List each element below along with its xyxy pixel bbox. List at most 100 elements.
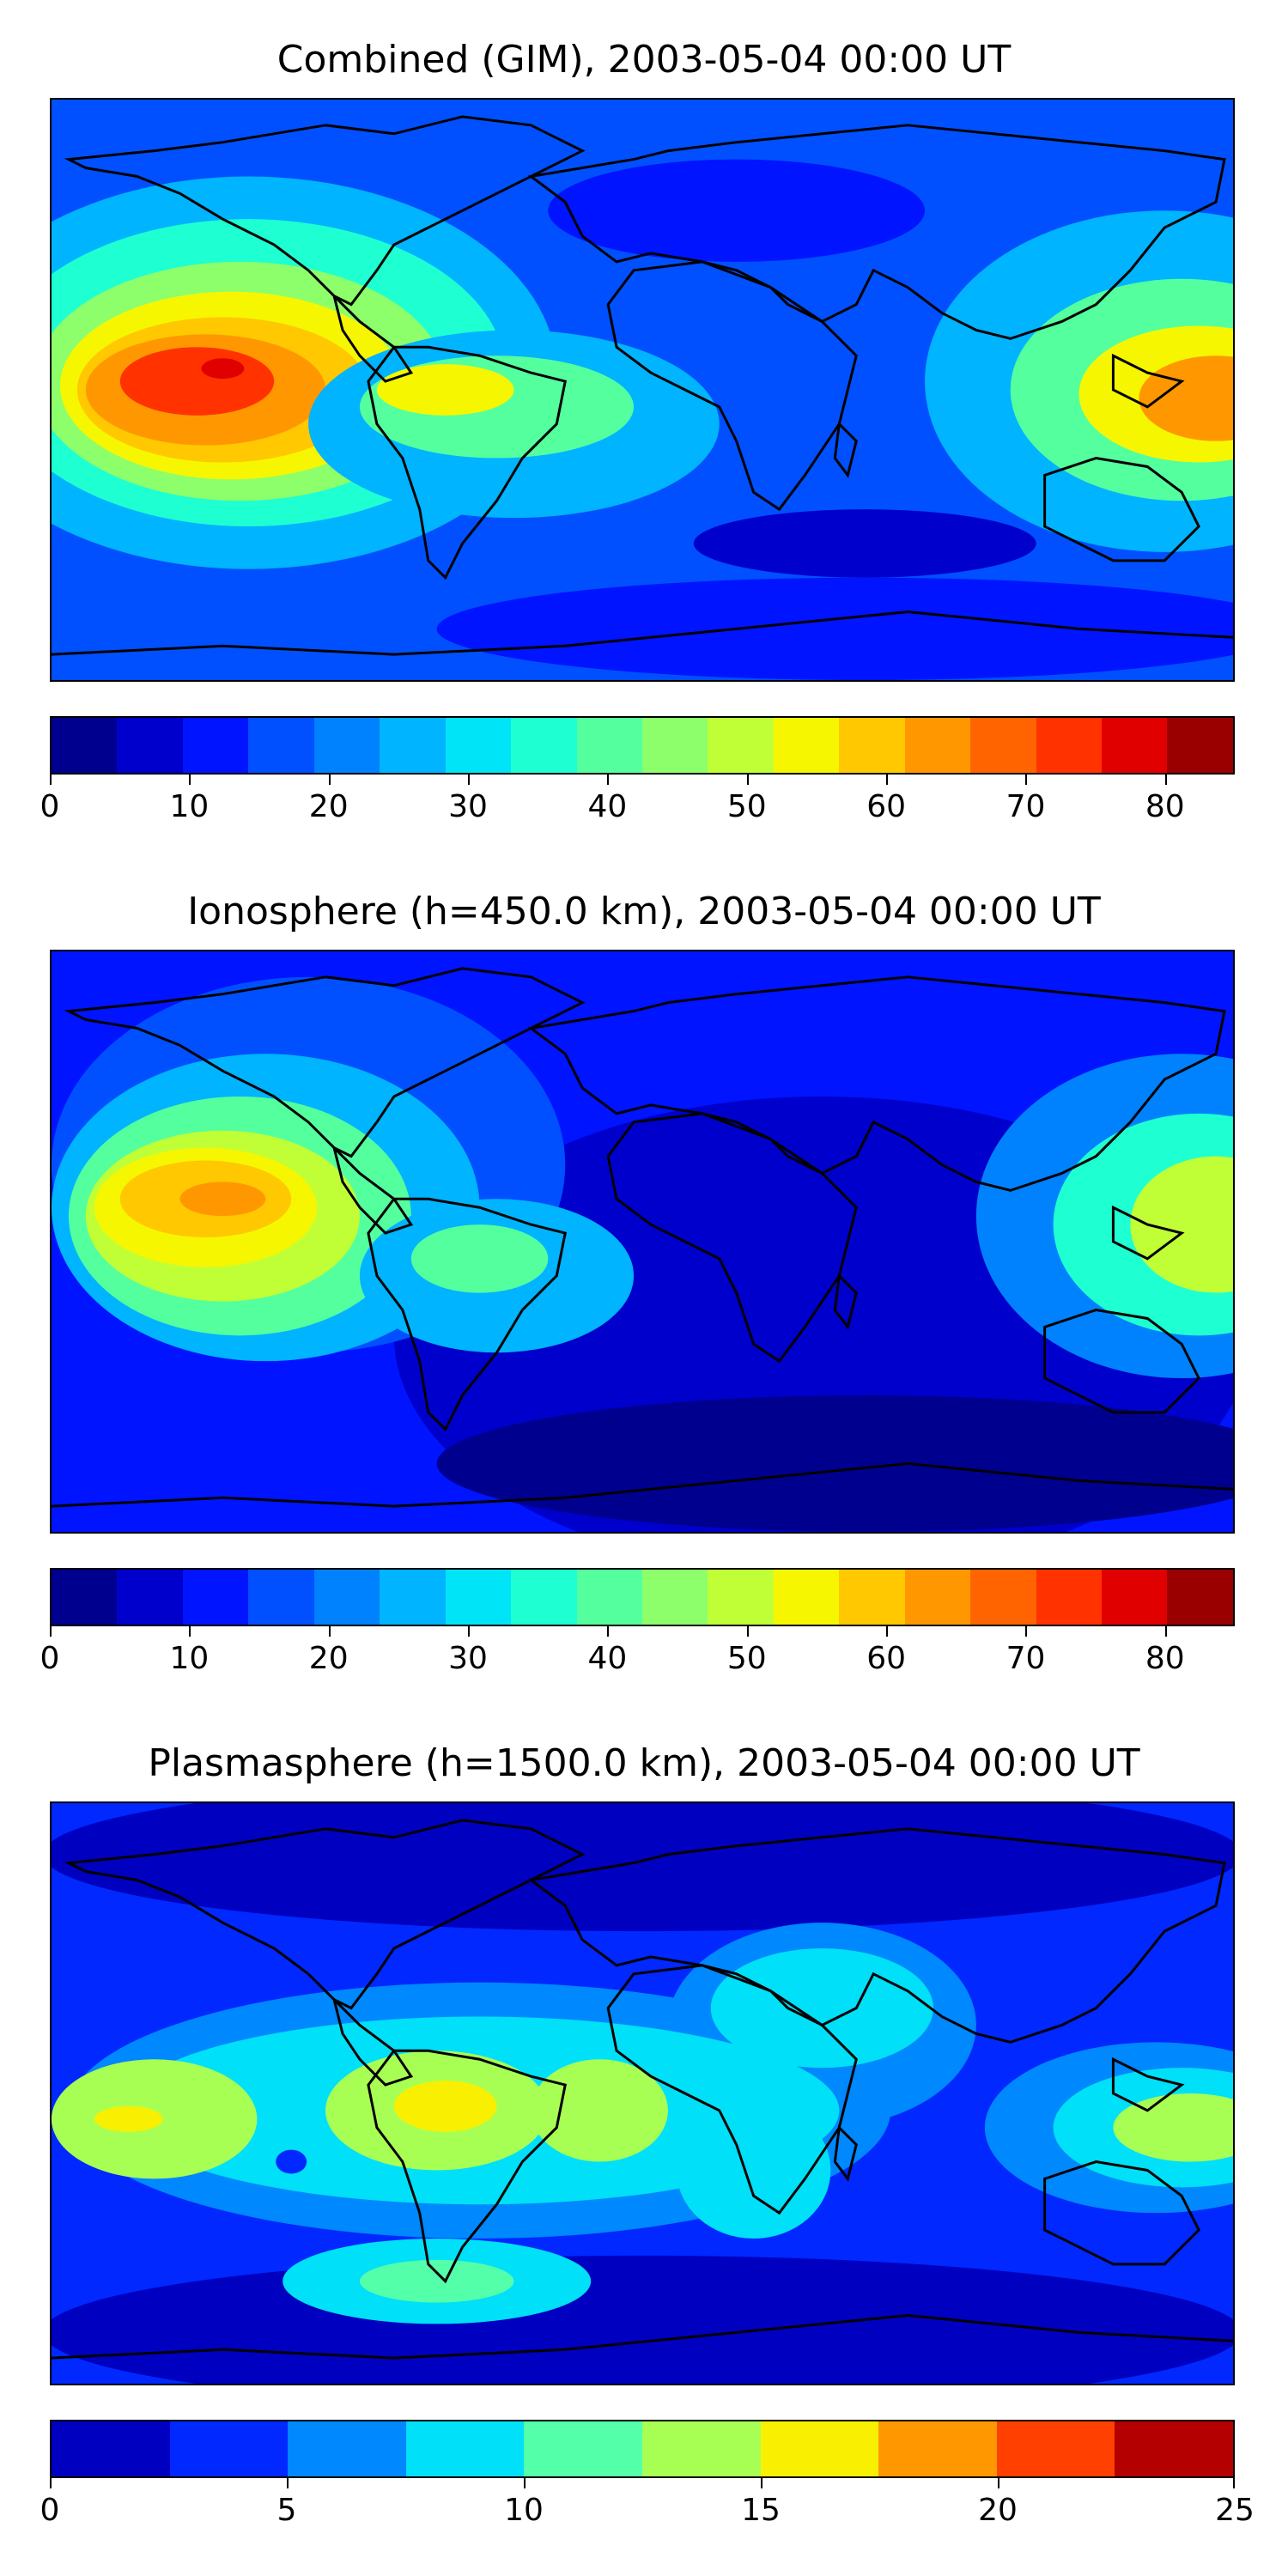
colorbar-tick [1164, 1626, 1167, 1637]
colorbar-segment [641, 718, 708, 773]
tec-contour [436, 577, 1233, 680]
colorbar-tick-label: 60 [866, 1641, 907, 1676]
tec-contour [276, 2149, 307, 2174]
colorbar-tick [524, 2478, 526, 2488]
colorbar-segment [380, 1570, 446, 1625]
tec-contour [179, 1182, 266, 1217]
colorbar-tick-label: 30 [448, 1641, 488, 1676]
colorbar-tick [998, 2478, 999, 2488]
colorbar-tick [1025, 1626, 1028, 1637]
colorbar-tick-label: 0 [39, 1641, 60, 1676]
panel-2-map [50, 950, 1235, 1534]
tec-contour [710, 1948, 934, 2069]
colorbar-segment [313, 1570, 380, 1625]
tec-contour [119, 347, 275, 416]
colorbar-segment [1036, 1570, 1102, 1625]
colorbar-segment [380, 718, 446, 773]
colorbar-segment [576, 718, 642, 773]
colorbar-segment [878, 2421, 997, 2476]
colorbar-tick [50, 2478, 52, 2488]
colorbar-segment [511, 718, 577, 773]
colorbar-tick [328, 775, 331, 785]
colorbar-tick [50, 775, 52, 785]
colorbar-segment [1167, 1570, 1233, 1625]
colorbar-segment [641, 1570, 708, 1625]
colorbar-tick-label: 50 [726, 1641, 767, 1676]
colorbar-tick-label: 10 [169, 1641, 210, 1676]
colorbar-segment [405, 2421, 525, 2476]
colorbar-tick-label: 40 [587, 1641, 628, 1676]
colorbar-tick-label: 60 [866, 789, 907, 824]
colorbar-tick-label: 0 [39, 789, 60, 824]
colorbar-segment [1102, 718, 1168, 773]
coastlines [52, 1819, 1233, 2360]
colorbar-segment [1167, 718, 1233, 773]
colorbar-segment [773, 718, 840, 773]
colorbar-segment [288, 2421, 406, 2476]
colorbar-segment [445, 1570, 512, 1625]
panel-2-title: Ionosphere (h=450.0 km), 2003-05-04 00:0… [187, 890, 1101, 933]
colorbar-tick-label: 25 [1215, 2493, 1255, 2528]
colorbar-segment [117, 718, 183, 773]
colorbar-segment [169, 2421, 289, 2476]
colorbar-tick-label: 0 [39, 2493, 60, 2528]
colorbar-segment [839, 1570, 905, 1625]
colorbar-segment [839, 718, 905, 773]
panel-2-map-svg [52, 951, 1233, 1532]
colorbar-segment [904, 1570, 971, 1625]
colorbar-segment [182, 718, 249, 773]
colorbar-segment [970, 1570, 1036, 1625]
colorbar-tick-label: 50 [726, 789, 767, 824]
tec-contour [676, 2101, 831, 2239]
colorbar-tick [328, 1626, 331, 1637]
colorbar-tick [468, 775, 471, 785]
colorbar-tick [607, 775, 610, 785]
colorbar-segment [904, 718, 971, 773]
colorbar-segment [52, 1570, 118, 1625]
coastlines [52, 967, 1233, 1508]
colorbar-segment [1102, 1570, 1168, 1625]
tec-contour [393, 2081, 497, 2132]
colorbar-tick-label: 20 [308, 789, 349, 824]
panel-1-map [50, 98, 1235, 682]
colorbar-tick [468, 1626, 471, 1637]
colorbar-segment [760, 2421, 879, 2476]
colorbar-segment [773, 1570, 840, 1625]
tec-contour [548, 159, 926, 262]
colorbar-tick-label: 20 [308, 1641, 349, 1676]
colorbar-tick [761, 2478, 762, 2488]
panel-3-map [50, 1801, 1235, 2385]
colorbar-tick-label: 5 [276, 2493, 297, 2528]
colorbar-segment [52, 718, 118, 773]
colorbar-tick [50, 1626, 52, 1637]
colorbar-tick-label: 40 [587, 789, 628, 824]
panel-3-map-svg [52, 1803, 1233, 2384]
tec-contour [201, 358, 245, 380]
colorbar-segment [1036, 718, 1102, 773]
colorbar-tick-label: 10 [169, 789, 210, 824]
colorbar-tick-label: 30 [448, 789, 488, 824]
colorbar-tick [886, 1626, 889, 1637]
panel-1-map-svg [52, 100, 1233, 680]
colorbar-tick [189, 775, 191, 785]
tec-contour [359, 2259, 514, 2303]
colorbar-tick [746, 775, 749, 785]
tec-contour [693, 509, 1036, 578]
tec-contour [436, 1394, 1233, 1532]
coastlines [52, 115, 1233, 656]
tec-contour [410, 1224, 549, 1293]
panel-3-colorbar-ticks: 0 5 10 15 20 25 [40, 2478, 1255, 2530]
colorbar-segment [1115, 2421, 1233, 2476]
colorbar-segment [445, 718, 512, 773]
colorbar-tick [1164, 775, 1167, 785]
tec-contour [376, 364, 514, 416]
colorbar-tick [189, 1626, 191, 1637]
colorbar-tick [287, 2478, 289, 2488]
panel-1-colorbar [50, 716, 1235, 775]
colorbar-tick-label: 80 [1145, 789, 1185, 824]
panel-3-colorbar [50, 2420, 1235, 2478]
colorbar-segment [970, 718, 1036, 773]
colorbar-segment [248, 1570, 314, 1625]
colorbar-tick-label: 70 [1005, 789, 1046, 824]
colorbar-tick [1233, 2478, 1235, 2488]
